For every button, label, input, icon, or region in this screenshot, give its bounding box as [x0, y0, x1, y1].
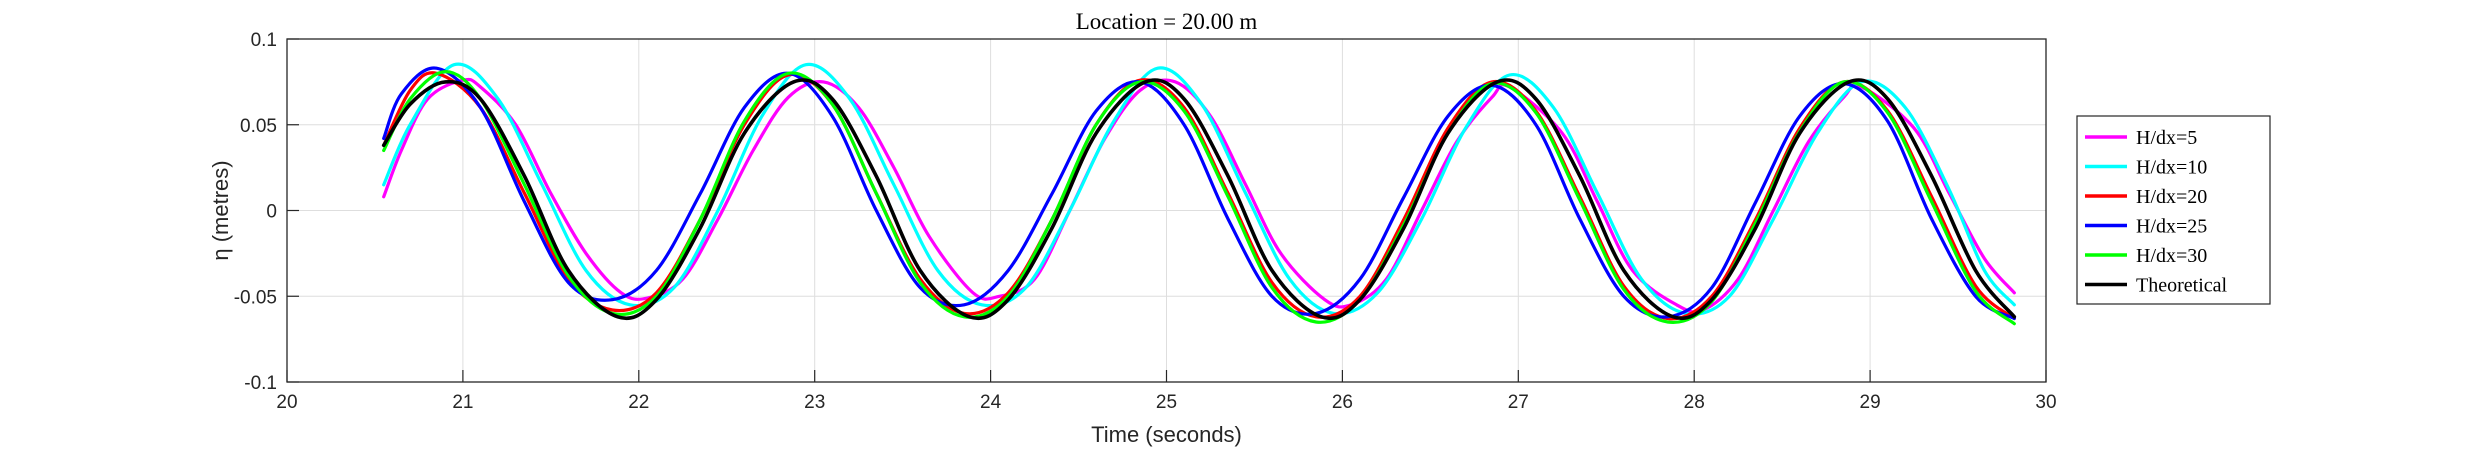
x-tick-label: 25	[1156, 392, 1177, 413]
y-tick-label: 0.05	[240, 116, 277, 137]
series-line-3	[382, 71, 2016, 321]
x-tick-label: 21	[452, 392, 473, 413]
x-tick-label: 26	[1332, 392, 1353, 413]
legend-box	[2076, 115, 2271, 305]
x-tick-label: 20	[276, 392, 297, 413]
x-tick-label: 23	[804, 392, 825, 413]
legend-entry-label: Theoretical	[2136, 275, 2227, 297]
legend: H/dx=5 H/dx=10 H/dx=20 H/dx=25 H/dx=30 Theore…	[2076, 115, 2271, 305]
y-tick-label: -0.05	[234, 287, 277, 308]
series-line-5	[382, 70, 2016, 326]
y-tick-label: 0	[266, 202, 277, 223]
legend-entry-label: H/dx=5	[2136, 127, 2197, 149]
x-axis-label: Time (seconds)	[1091, 422, 1242, 447]
x-tick-label: 27	[1508, 392, 1529, 413]
x-tick-label: 22	[628, 392, 649, 413]
x-tick-label: 24	[980, 392, 1002, 413]
x-tick-label: 29	[1860, 392, 1881, 413]
series-lines	[381, 62, 2017, 326]
series-line-4	[382, 66, 2016, 321]
y-tick-label: 0.1	[251, 30, 277, 51]
chart-title: Location = 20.00 m	[1076, 9, 1258, 34]
legend-entry-label: H/dx=10	[2136, 157, 2207, 179]
series-line-6	[381, 78, 2017, 321]
y-axis-label: η (metres)	[208, 160, 233, 260]
y-tick-labels: 0.1 0.05 0 -0.05 -0.1	[234, 30, 299, 394]
legend-entry-label: H/dx=30	[2136, 245, 2207, 267]
grid-lines	[287, 39, 2046, 382]
legend-entry-label: H/dx=25	[2136, 216, 2207, 238]
legend-entry-label: H/dx=20	[2136, 186, 2207, 208]
x-tick-label: 30	[2035, 392, 2056, 413]
x-tick-label: 28	[1684, 392, 1705, 413]
x-tick-labels: 20 21 22 23 24 25 26 27 28 29 30	[276, 370, 2057, 413]
y-tick-label: -0.1	[244, 373, 277, 394]
